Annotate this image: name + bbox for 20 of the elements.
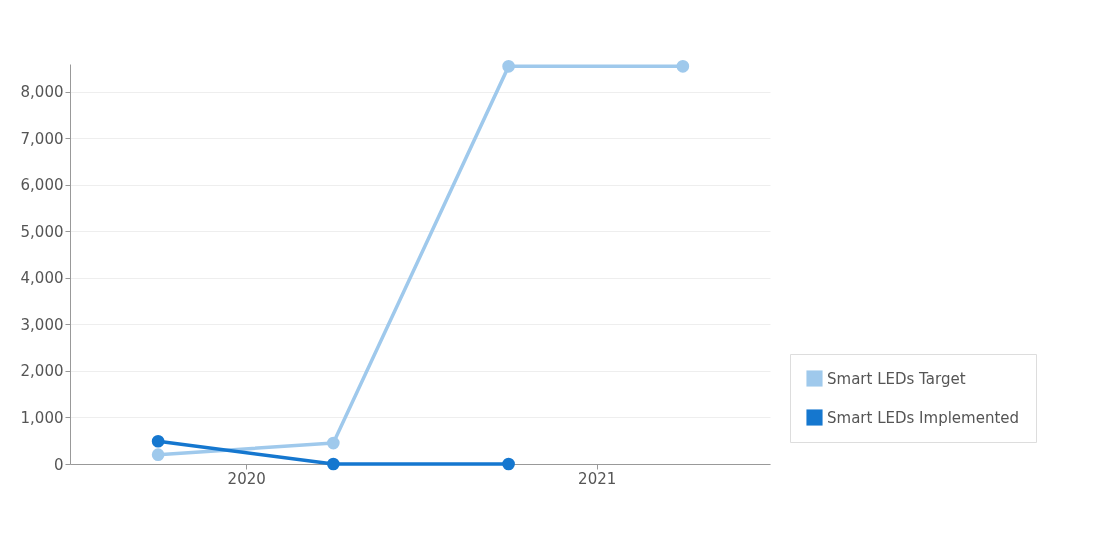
x-tick-label: 2021: [578, 469, 617, 488]
y-tick-label: 7,000: [20, 129, 64, 148]
y-tick-label: 5,000: [20, 222, 64, 241]
point: [676, 60, 690, 73]
y-tick-label: 2,000: [20, 362, 64, 381]
legend-label: Smart LEDs Implemented: [827, 408, 1020, 427]
point: [502, 457, 515, 471]
y-tick-label: 4,000: [20, 269, 64, 288]
y-tick-label: 3,000: [20, 315, 64, 334]
x-tick-label: 2020: [227, 469, 266, 488]
point: [151, 434, 165, 448]
point: [502, 60, 515, 73]
point: [327, 436, 340, 450]
point: [327, 457, 340, 471]
y-tick-label: 8,000: [20, 83, 64, 102]
y-tick-label: 1,000: [20, 408, 64, 427]
y-tick-label: 6,000: [20, 176, 64, 195]
point: [151, 448, 165, 462]
legend-label: Smart LEDs Target: [827, 369, 966, 388]
y-tick-label: 0: [53, 455, 64, 474]
